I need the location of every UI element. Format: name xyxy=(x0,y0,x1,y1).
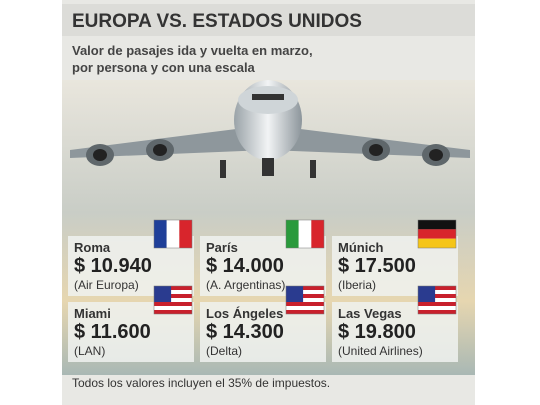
airline: (United Airlines) xyxy=(338,344,423,358)
flag-stripe xyxy=(418,302,456,306)
flag-stripe xyxy=(286,286,324,290)
flag-us xyxy=(153,285,193,315)
airline: (Iberia) xyxy=(338,278,376,292)
flag-stripe xyxy=(286,298,324,302)
flag-stripe xyxy=(154,298,192,302)
flag-stripe xyxy=(286,294,324,298)
airline: (LAN) xyxy=(74,344,105,358)
city: Miami xyxy=(74,306,111,321)
price: $ 17.500 xyxy=(338,255,416,277)
flag-border xyxy=(417,219,457,249)
flag-stripe xyxy=(418,229,456,239)
flag-stripe xyxy=(418,294,456,298)
flag-stripe xyxy=(418,310,456,314)
city: Roma xyxy=(74,240,111,255)
city: Múnich xyxy=(338,240,384,255)
flag-us xyxy=(285,285,325,315)
flag-stripe xyxy=(154,310,192,314)
flag-stripe xyxy=(154,286,192,290)
flag-border xyxy=(417,285,457,315)
flag-canton xyxy=(154,286,172,302)
airline: (Air Europa) xyxy=(74,278,139,292)
price: $ 14.300 xyxy=(206,321,284,343)
flag-border xyxy=(153,219,193,249)
flag-stripe xyxy=(418,306,456,310)
flag-stripe xyxy=(418,286,456,290)
airline: (A. Argentinas) xyxy=(206,278,285,292)
flag-stripe xyxy=(154,306,192,310)
flag-stripe xyxy=(286,306,324,310)
flag-stripe xyxy=(418,298,456,302)
flag-border xyxy=(285,285,325,315)
title-bar xyxy=(62,4,475,36)
flag-de xyxy=(417,219,457,249)
flag-border xyxy=(153,285,193,315)
flag-stripe xyxy=(311,220,324,248)
flag-canton xyxy=(286,286,304,302)
flag-stripe xyxy=(286,220,299,248)
flag-stripe xyxy=(418,290,456,294)
city: París xyxy=(206,240,238,255)
price: $ 19.800 xyxy=(338,321,416,343)
footer-note: Todos los valores incluyen el 35% de imp… xyxy=(72,376,330,390)
airline: (Delta) xyxy=(206,344,242,358)
flag-stripe xyxy=(154,294,192,298)
price: $ 14.000 xyxy=(206,255,284,277)
title: EUROPA VS. ESTADOS UNIDOS xyxy=(72,11,362,32)
flag-stripe xyxy=(154,302,192,306)
price: $ 11.600 xyxy=(74,321,151,343)
city: Los Ángeles xyxy=(206,306,283,321)
airplane xyxy=(70,80,470,178)
flag-stripe xyxy=(166,220,180,248)
subtitle: por persona y con una escala xyxy=(72,60,256,75)
flag-us xyxy=(417,285,457,315)
flag-border xyxy=(285,219,325,249)
flag-stripe xyxy=(418,238,456,248)
flag-stripe xyxy=(418,220,456,230)
flag-canton xyxy=(418,286,436,302)
flag-stripe xyxy=(298,220,312,248)
subtitle: Valor de pasajes ida y vuelta en marzo, xyxy=(72,43,313,58)
flag-stripe xyxy=(154,220,167,248)
price: $ 10.940 xyxy=(74,255,152,277)
flag-stripe xyxy=(179,220,192,248)
flag-stripe xyxy=(286,302,324,306)
flag-fr xyxy=(153,219,193,249)
flag-stripe xyxy=(286,310,324,314)
flag-stripe xyxy=(286,290,324,294)
flag-it xyxy=(285,219,325,249)
flag-stripe xyxy=(154,290,192,294)
city: Las Vegas xyxy=(338,306,402,321)
